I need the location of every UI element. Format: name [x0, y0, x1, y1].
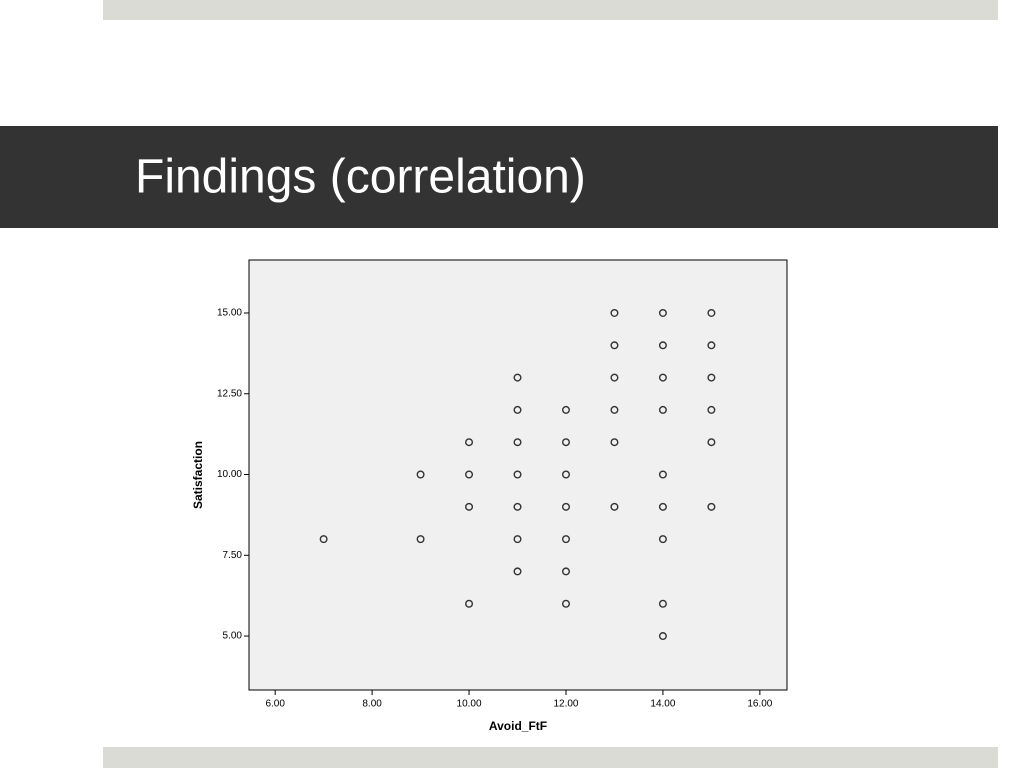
point: [610, 438, 619, 447]
slide-title: Findings (correlation): [135, 151, 586, 204]
point: [610, 502, 619, 511]
point: [416, 535, 425, 544]
point: [658, 373, 667, 382]
point: [658, 470, 667, 479]
point: [513, 535, 522, 544]
point: [707, 405, 716, 414]
bottom-band: [103, 747, 998, 768]
point: [707, 373, 716, 382]
x-tick-label: 6.00: [265, 699, 285, 710]
x-tick-label: 12.00: [553, 699, 578, 710]
point: [658, 535, 667, 544]
point: [513, 470, 522, 479]
point: [465, 599, 474, 608]
point: [561, 567, 570, 576]
point: [561, 470, 570, 479]
point: [561, 405, 570, 414]
y-tick-label: 12.50: [217, 388, 242, 399]
point: [465, 470, 474, 479]
point: [658, 632, 667, 641]
point: [513, 502, 522, 511]
point: [658, 599, 667, 608]
point: [610, 341, 619, 350]
y-tick-label: 5.00: [223, 631, 243, 642]
point: [513, 405, 522, 414]
point: [561, 438, 570, 447]
point: [513, 438, 522, 447]
point: [707, 502, 716, 511]
y-axis-label: Satisfaction: [191, 441, 205, 509]
point: [610, 405, 619, 414]
title-band: [0, 126, 998, 228]
point: [658, 308, 667, 317]
point: [513, 567, 522, 576]
y-tick-label: 10.00: [217, 469, 242, 480]
x-tick-label: 14.00: [650, 699, 675, 710]
point: [319, 535, 328, 544]
x-axis-label: Avoid_FtF: [489, 719, 547, 733]
point: [707, 308, 716, 317]
point: [465, 502, 474, 511]
x-tick-label: 16.00: [747, 699, 772, 710]
point: [707, 438, 716, 447]
point: [658, 502, 667, 511]
point: [658, 405, 667, 414]
point: [513, 373, 522, 382]
point: [465, 438, 474, 447]
point: [658, 341, 667, 350]
x-tick-label: 8.00: [362, 699, 382, 710]
x-tick-label: 10.00: [457, 699, 482, 710]
point: [561, 535, 570, 544]
point: [707, 341, 716, 350]
y-tick-label: 7.50: [223, 550, 243, 561]
point: [416, 470, 425, 479]
top-band: [103, 0, 998, 20]
point: [561, 599, 570, 608]
point: [561, 502, 570, 511]
point: [610, 308, 619, 317]
plot-area: [248, 259, 788, 691]
point: [610, 373, 619, 382]
y-tick-label: 15.00: [217, 308, 242, 319]
